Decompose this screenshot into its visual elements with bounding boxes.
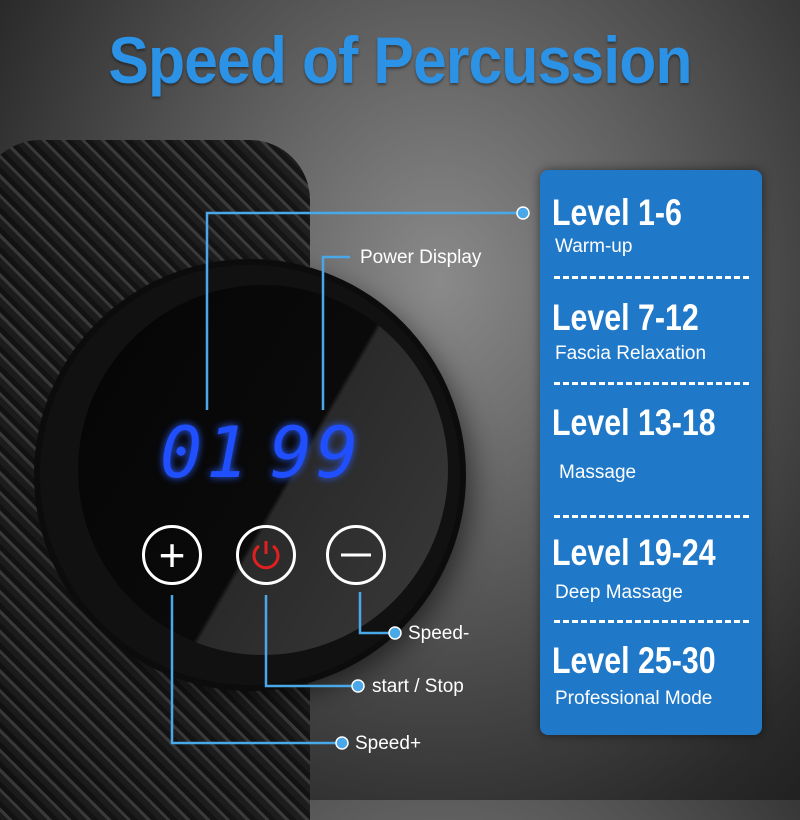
label-power-display: Power Display [360,247,482,268]
callout-dot [516,206,530,220]
control-panel-face [78,285,448,655]
level-display: 01 [160,412,253,494]
label-speed-minus: Speed- [408,623,470,644]
level-mode: Massage [559,462,637,483]
callout-dot [335,736,349,750]
label-start-stop: start / Stop [372,676,464,697]
leader-lines [170,206,530,750]
level-mode: Fascia Relaxation [555,343,707,364]
power-display: 99 [270,412,363,494]
label-speed-plus: Speed+ [355,733,422,754]
plus-icon: + [158,529,186,581]
level-range: Level 7-12 [552,297,699,338]
speed-plus-button[interactable]: + [142,525,202,585]
level-range: Level 25-30 [552,640,716,681]
leader-line-start-stop [264,595,358,688]
level-mode: Warm-up [555,236,633,257]
power-icon [252,541,280,570]
levels-panel: Level 1-6 Warm-up Level 7-12 Fascia Rela… [540,170,762,735]
level-mode: Professional Mode [555,688,713,709]
minus-icon [341,553,371,557]
divider [554,620,749,623]
divider [554,276,749,279]
callout-dot [351,679,365,693]
leader-line-level [205,211,523,410]
callout-dot [388,626,402,640]
divider [554,515,749,518]
level-mode: Deep Massage [555,582,683,603]
page-title: Speed of Percussion [108,23,692,97]
level-range: Level 1-6 [552,192,682,233]
divider [554,382,749,385]
level-range: Level 13-18 [552,402,716,443]
speed-minus-button[interactable] [326,525,386,585]
leader-line-speed-minus [358,592,395,635]
level-range: Level 19-24 [552,532,716,573]
leader-line-power-display [321,255,350,410]
power-button[interactable] [236,525,296,585]
leader-line-speed-plus [170,595,342,745]
